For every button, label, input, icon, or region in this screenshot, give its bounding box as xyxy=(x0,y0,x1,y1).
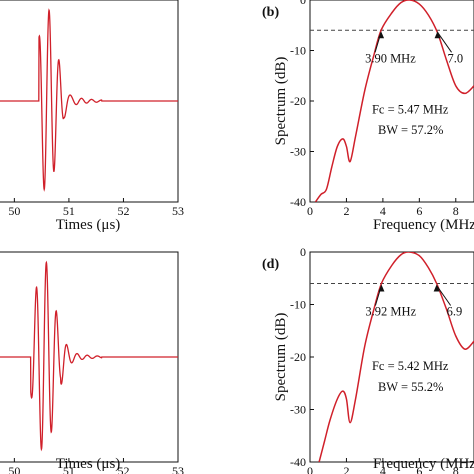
plot-area xyxy=(310,252,474,462)
bandwidth-text: BW = 55.2% xyxy=(378,380,444,394)
panel-d-spectrum: 0 2 4 6 8 0 -10 -20 -30 -40 Frequency (MHz) Spectru… xyxy=(262,245,474,474)
plot-area xyxy=(0,260,178,452)
y-tick-label: 0 xyxy=(300,245,306,259)
arrow-head xyxy=(378,284,385,292)
y-tick-label: 0 xyxy=(300,0,306,7)
y-tick-label: -20 xyxy=(290,94,306,108)
spectrum-line xyxy=(318,252,474,462)
y-tick-label: -20 xyxy=(290,350,306,364)
x-tick-label: 2 xyxy=(343,464,349,474)
x-axis-label: Frequency (MHz) xyxy=(373,217,474,233)
x-tick-label: 52 xyxy=(117,204,129,218)
x-tick-label: 52 xyxy=(117,464,129,474)
center-frequency-text: Fc = 5.47 MHz xyxy=(372,103,449,117)
panel-label: (d) xyxy=(262,257,279,272)
x-tick-label: 6 xyxy=(416,464,422,474)
y-axis-label: Spectrum (dB) xyxy=(273,57,289,146)
frequency-annotation: 6.9 xyxy=(447,305,463,319)
spectrum-line xyxy=(314,0,474,202)
y-tick-label: -40 xyxy=(290,195,306,209)
panel-b-spectrum: 0 2 4 6 8 0 -10 -20 -30 -40 Frequency (MHz) Spectru… xyxy=(262,0,474,233)
y-tick-label: -10 xyxy=(290,44,306,58)
waveform-line xyxy=(0,260,178,452)
arrow-head xyxy=(378,31,385,39)
panel-a-waveform: 50 51 52 53 Times (μs) xyxy=(0,0,184,233)
x-tick-label: 50 xyxy=(8,204,20,218)
y-tick-label: -40 xyxy=(290,455,306,469)
x-tick-label: 8 xyxy=(453,464,459,474)
plot-area xyxy=(310,0,474,202)
panel-label: (b) xyxy=(262,5,279,20)
x-tick-label: 4 xyxy=(380,204,386,218)
waveform-line xyxy=(0,8,178,192)
frequency-annotation: 3.90 MHz xyxy=(365,51,416,65)
x-tick-label: 6 xyxy=(416,204,422,218)
x-axis-label: Times (μs) xyxy=(56,217,121,233)
x-tick-label: 0 xyxy=(307,204,313,218)
arrow-head xyxy=(434,31,441,39)
annotation-arrow xyxy=(436,285,452,306)
x-tick-label: 50 xyxy=(8,464,20,474)
annotation-arrow xyxy=(437,32,452,53)
y-axis-label: Spectrum (dB) xyxy=(273,313,289,402)
center-frequency-text: Fc = 5.42 MHz xyxy=(372,359,449,373)
y-tick-label: -30 xyxy=(290,145,306,159)
x-tick-label: 4 xyxy=(380,464,386,474)
x-tick-label: 51 xyxy=(63,204,75,218)
x-axis-label: Frequency (MHz) xyxy=(373,456,474,472)
x-axis-label: Times (μs) xyxy=(56,456,121,472)
x-tick-label: 51 xyxy=(63,464,75,474)
x-tick-label: 8 xyxy=(453,204,459,218)
plot-area xyxy=(0,8,178,192)
x-tick-label: 53 xyxy=(172,204,184,218)
x-tick-label: 53 xyxy=(172,464,184,474)
x-tick-label: 0 xyxy=(307,464,313,474)
frequency-annotation: 7.0 xyxy=(448,51,464,65)
panel-c-waveform: 50 51 52 53 Times (μs) xyxy=(0,251,184,474)
bandwidth-text: BW = 57.2% xyxy=(378,123,444,137)
y-tick-label: -30 xyxy=(290,403,306,417)
frequency-annotation: 3.92 MHz xyxy=(365,305,416,319)
y-tick-label: -10 xyxy=(290,298,306,312)
arrow-head xyxy=(433,284,440,292)
x-tick-label: 2 xyxy=(343,204,349,218)
